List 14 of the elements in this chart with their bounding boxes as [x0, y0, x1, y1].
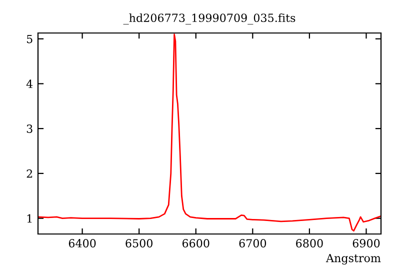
x-tick-label: 6600	[182, 239, 210, 248]
y-tick-label: 3	[26, 124, 32, 133]
y-tick-label: 1	[27, 214, 32, 223]
x-axis-title: Angstrom	[326, 254, 381, 265]
line-series	[38, 34, 381, 232]
y-tick-label: 2	[26, 169, 32, 178]
y-tick-label: 4	[26, 80, 33, 88]
x-tick-label: 6700	[239, 239, 266, 248]
x-tick-label: 6900	[352, 239, 380, 248]
x-tick-label: 6400	[68, 239, 96, 248]
x-tick-label: 6800	[296, 239, 323, 248]
chart-title: _hd206773_19990709_035.fits	[123, 13, 296, 25]
x-tick-label: 6500	[126, 239, 152, 248]
y-tick-label: 5	[27, 34, 32, 44]
